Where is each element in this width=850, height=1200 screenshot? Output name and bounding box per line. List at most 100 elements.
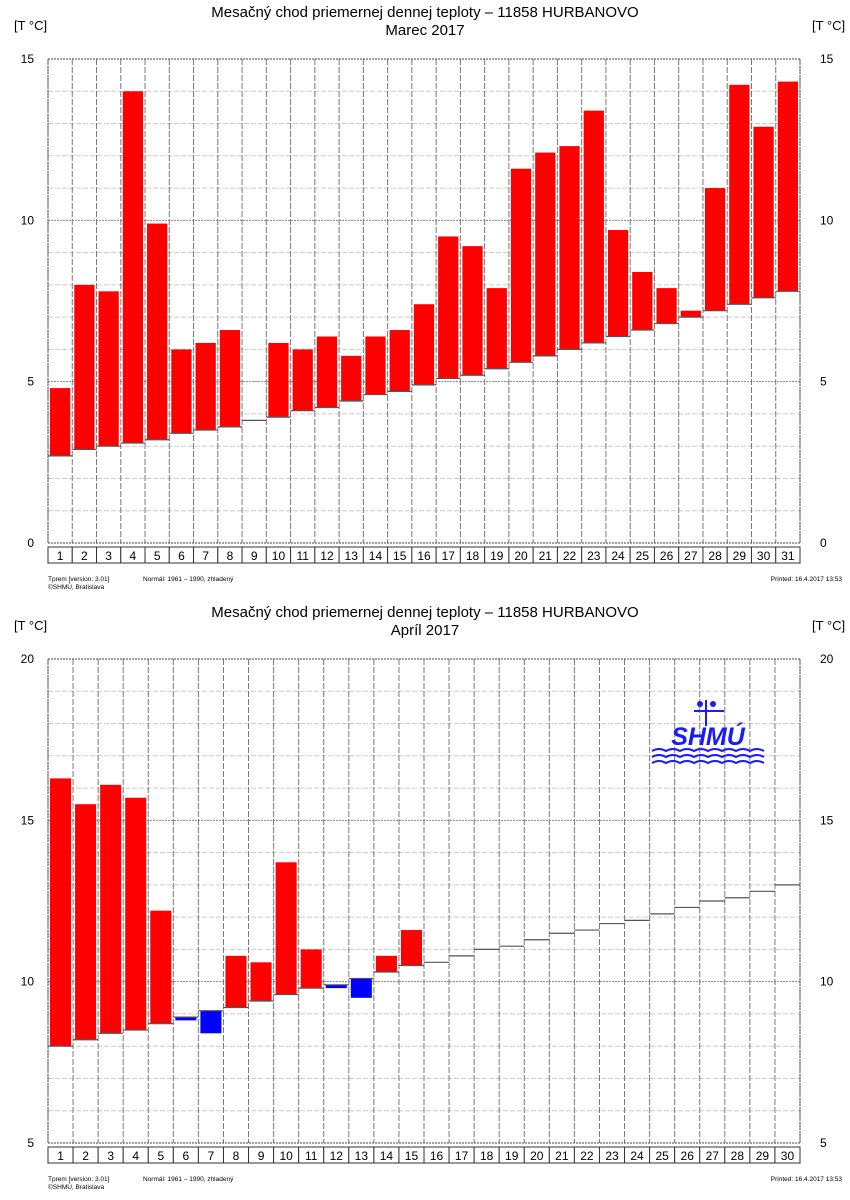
footer-version: Tprem [version: 3.01] <box>48 576 110 583</box>
footer-normal: Normál: 1961 – 1990, zhladený <box>143 1176 234 1183</box>
bar-above-normal <box>559 146 580 350</box>
y-tick-label-right: 5 <box>820 375 827 389</box>
x-tick-label: 21 <box>555 1149 569 1163</box>
bar-below-normal <box>175 1017 197 1021</box>
bar-above-normal <box>122 91 144 443</box>
x-tick-label: 10 <box>279 1149 293 1163</box>
x-tick-label: 8 <box>227 549 234 563</box>
x-tick-label: 2 <box>82 1149 89 1163</box>
x-tick-label: 22 <box>580 1149 594 1163</box>
x-tick-label: 23 <box>587 549 601 563</box>
x-tick-label: 1 <box>57 549 64 563</box>
x-tick-label: 11 <box>305 1149 318 1163</box>
x-tick-label: 23 <box>605 1149 619 1163</box>
x-tick-label: 17 <box>455 1149 469 1163</box>
x-tick-label: 26 <box>660 549 674 563</box>
x-tick-box <box>774 1146 801 1164</box>
x-tick-label: 9 <box>251 549 258 563</box>
shmu-logo: SHMÚ <box>651 700 765 765</box>
x-tick-label: 30 <box>757 549 771 563</box>
x-tick-label: 5 <box>154 549 161 563</box>
bar-above-normal <box>656 288 677 324</box>
y-tick-label-left: 15 <box>21 813 35 827</box>
x-tick-label: 3 <box>107 1149 114 1163</box>
x-tick-label: 13 <box>345 549 359 563</box>
bar-above-normal <box>74 284 95 450</box>
x-tick-label: 5 <box>157 1149 164 1163</box>
x-tick-label: 30 <box>781 1149 795 1163</box>
y-tick-label-right: 0 <box>820 536 827 550</box>
x-tick-label: 10 <box>272 549 286 563</box>
logo-wave <box>651 760 765 765</box>
x-tick-label: 24 <box>630 1149 644 1163</box>
x-tick-label: 13 <box>355 1149 369 1163</box>
chart-subtitle: Marec 2017 <box>385 22 464 39</box>
y-tick-label-left: 10 <box>21 213 35 227</box>
x-tick-label: 12 <box>330 1149 344 1163</box>
x-tick-label: 6 <box>178 549 185 563</box>
y-axis-label-right: [T °C] <box>812 618 845 633</box>
footer-normal: Normál: 1961 – 1990, zhladený <box>143 576 234 583</box>
bar-above-normal <box>632 271 653 331</box>
x-tick-label: 20 <box>514 549 528 563</box>
footer-printed: Printed: 16.4.2017 13:53 <box>771 1176 843 1183</box>
x-tick-label: 18 <box>466 549 480 563</box>
x-tick-label: 27 <box>706 1149 720 1163</box>
x-tick-label: 1 <box>57 1149 64 1163</box>
bar-above-normal <box>400 930 422 966</box>
logo-cup <box>710 701 716 707</box>
footer-copyright: ©SHMÚ, Bratislava <box>48 1182 104 1191</box>
plot-frame <box>47 58 801 544</box>
x-tick-label: 12 <box>320 549 334 563</box>
x-tick-label: 25 <box>636 549 650 563</box>
bar-above-normal <box>225 955 247 1008</box>
chart-2: Mesačný chod priemernej dennej teploty –… <box>14 604 845 1191</box>
bar-above-normal <box>341 355 362 402</box>
x-tick-label: 19 <box>490 549 504 563</box>
logo-text: SHMÚ <box>671 722 746 751</box>
bar-below-normal <box>200 1010 222 1034</box>
x-tick-label: 9 <box>258 1149 265 1163</box>
x-tick-box <box>775 546 801 564</box>
bar-above-normal <box>219 330 241 427</box>
bar-above-normal <box>704 188 726 311</box>
bar-above-normal <box>275 862 297 995</box>
x-tick-label: 19 <box>505 1149 519 1163</box>
footer-printed: Printed: 16.4.2017 13:53 <box>771 576 843 583</box>
y-axis-label-left: [T °C] <box>14 618 47 633</box>
x-tick-label: 16 <box>417 549 431 563</box>
chart-title: Mesačný chod priemernej dennej teploty –… <box>211 604 638 621</box>
y-tick-label-right: 10 <box>820 975 834 989</box>
bar-above-normal <box>607 230 629 337</box>
y-tick-label-right: 20 <box>820 652 834 666</box>
bar-above-normal <box>171 349 192 434</box>
x-tick-label: 27 <box>684 549 698 563</box>
x-tick-label: 4 <box>130 549 137 563</box>
bar-above-normal <box>583 110 604 343</box>
x-tick-label: 11 <box>296 549 309 563</box>
chart-subtitle: Apríl 2017 <box>391 622 459 639</box>
x-tick-label: 17 <box>442 549 456 563</box>
x-tick-label: 24 <box>611 549 625 563</box>
x-tick-label: 14 <box>369 549 383 563</box>
bar-above-normal <box>375 955 397 972</box>
bar-above-normal <box>510 168 532 363</box>
bar-above-normal <box>777 81 798 292</box>
x-tick-label: 2 <box>81 549 88 563</box>
y-tick-label-right: 15 <box>820 813 834 827</box>
y-axis-label-right: [T °C] <box>812 18 845 33</box>
x-tick-label: 28 <box>708 549 722 563</box>
x-tick-label: 16 <box>430 1149 444 1163</box>
bar-above-normal <box>98 291 119 447</box>
bar-above-normal <box>300 949 322 989</box>
x-tick-label: 22 <box>563 549 577 563</box>
bar-above-normal <box>438 236 459 379</box>
y-tick-label-left: 10 <box>21 975 35 989</box>
bar-above-normal <box>535 152 556 356</box>
bar-above-normal <box>50 388 71 456</box>
bar-above-normal <box>100 784 122 1034</box>
x-tick-label: 25 <box>655 1149 669 1163</box>
y-tick-label-left: 5 <box>27 1136 34 1150</box>
x-tick-label: 29 <box>756 1149 770 1163</box>
